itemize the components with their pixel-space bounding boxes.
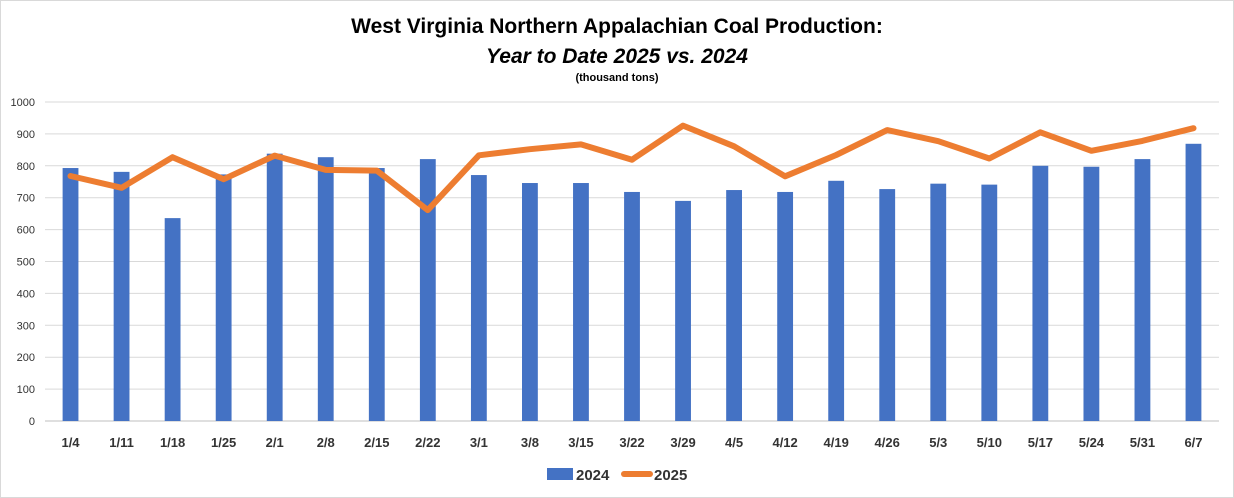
bar-2024: [419, 159, 436, 421]
bar-2024: [726, 190, 742, 421]
bar-2024: [1083, 166, 1100, 421]
point-2025: [274, 155, 276, 157]
legend-swatch-2024: [547, 468, 573, 480]
point-2025: [835, 154, 837, 156]
bar-2024: [113, 171, 130, 421]
y-tick-label: 600: [17, 225, 35, 237]
bar-2024: [879, 189, 896, 421]
x-tick-label: 2/8: [317, 435, 335, 450]
bar-2024: [573, 183, 589, 421]
bars-2024: [62, 143, 1202, 422]
legend-label-2025: 2025: [654, 467, 687, 484]
y-tick-label: 500: [17, 257, 35, 269]
point-2025: [121, 187, 123, 189]
x-tick-label: 1/25: [211, 435, 236, 450]
point-2025: [784, 175, 786, 177]
x-tick-label: 5/10: [977, 435, 1002, 450]
chart-subtitle: Year to Date 2025 vs. 2024: [486, 45, 748, 68]
bar-2024: [368, 168, 385, 421]
point-2025: [682, 125, 684, 127]
chart-title: West Virginia Northern Appalachian Coal …: [351, 15, 883, 38]
x-tick-label: 5/17: [1028, 435, 1053, 450]
y-tick-label: 400: [17, 288, 35, 300]
bar-2024: [1185, 143, 1202, 421]
line-2025: [67, 122, 1197, 214]
bar-2024: [828, 180, 845, 421]
x-tick-label: 3/15: [568, 435, 593, 450]
bar-2024: [164, 218, 181, 421]
legend: 2024 2025: [547, 467, 687, 484]
x-tick-label: 3/8: [521, 435, 539, 450]
x-tick-label: 6/7: [1184, 435, 1202, 450]
x-tick-label: 4/26: [875, 435, 900, 450]
x-tick-label: 5/31: [1130, 435, 1155, 450]
x-tick-label: 5/3: [929, 435, 947, 450]
bar-2024: [675, 200, 691, 421]
bar-2024: [981, 184, 998, 421]
y-tick-label: 200: [17, 352, 35, 364]
point-2025: [1090, 150, 1092, 152]
chart-units-note: (thousand tons): [575, 72, 658, 84]
point-2025: [1039, 131, 1041, 133]
point-2025: [1192, 127, 1194, 129]
bar-2024: [317, 157, 334, 421]
point-2025: [172, 156, 174, 158]
y-tick-label: 1000: [11, 97, 35, 109]
x-axis-ticks: 1/4 1/11 1/18 1/25 2/1 2/8 2/15 2/22 3/1 3/8 3/15 3…: [61, 435, 1202, 450]
bar-2024: [1134, 159, 1151, 421]
x-tick-label: 4/19: [824, 435, 849, 450]
x-tick-label: 2/22: [415, 435, 440, 450]
point-2025: [937, 140, 939, 142]
point-2025: [376, 170, 378, 172]
y-tick-label: 100: [17, 384, 35, 396]
point-2025: [580, 143, 582, 145]
bar-2024: [624, 191, 640, 421]
x-tick-label: 2/15: [364, 435, 389, 450]
point-2025: [988, 157, 990, 159]
point-2025: [886, 129, 888, 131]
x-tick-label: 3/29: [670, 435, 695, 450]
y-tick-label: 800: [17, 161, 35, 173]
x-tick-label: 1/4: [61, 435, 80, 450]
bar-2024: [777, 191, 794, 421]
point-2025: [325, 169, 327, 171]
y-tick-label: 700: [17, 193, 35, 205]
x-tick-label: 2/1: [266, 435, 284, 450]
y-tick-label: 900: [17, 129, 35, 141]
point-2025: [223, 178, 225, 180]
x-tick-label: 4/12: [772, 435, 797, 450]
x-tick-label: 1/18: [160, 435, 185, 450]
point-2025: [70, 175, 72, 177]
point-2025: [478, 154, 480, 156]
bar-2024: [266, 153, 283, 422]
point-2025: [529, 148, 531, 150]
x-tick-label: 3/22: [619, 435, 644, 450]
point-2025: [733, 145, 735, 147]
bar-2024: [522, 183, 538, 421]
x-tick-label: 4/5: [725, 435, 743, 450]
legend-label-2024: 2024: [576, 467, 610, 484]
x-tick-label: 1/11: [109, 435, 134, 450]
bar-2024: [470, 175, 487, 421]
y-tick-label: 0: [29, 416, 35, 428]
bar-2024: [1032, 165, 1049, 421]
bar-2024: [215, 174, 232, 421]
bar-2024: [62, 168, 79, 421]
bar-2024: [930, 183, 947, 421]
point-2025: [427, 209, 429, 211]
x-tick-label: 5/24: [1079, 435, 1105, 450]
x-tick-label: 3/1: [470, 435, 488, 450]
point-2025: [631, 159, 633, 161]
point-2025: [1141, 140, 1143, 142]
y-axis-ticks: 0 100 200 300 400 500 600 700 800 900 1000: [11, 97, 35, 428]
y-tick-label: 300: [17, 320, 35, 332]
